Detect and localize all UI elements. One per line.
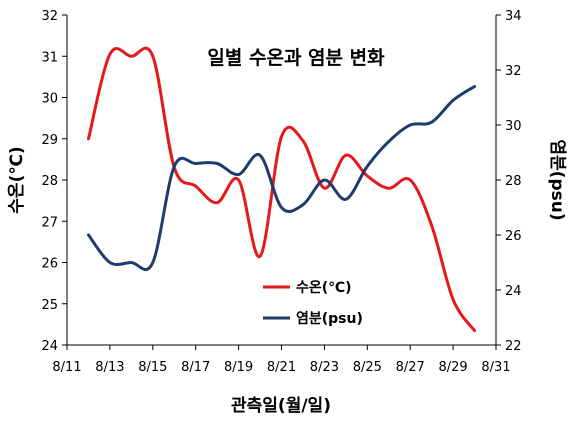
x-axis-label: 관측일(월/일): [231, 396, 331, 416]
left-y-ticks: 24 25 26 27 28 29 30 31 32: [41, 9, 67, 354]
legend-label-water-temp: 수온(℃): [296, 280, 352, 296]
left-y-tick-label: 30: [41, 92, 58, 107]
legend-label-salinity: 염분(psu): [296, 311, 363, 327]
legend: 수온(℃) 염분(psu): [263, 280, 363, 327]
right-y-tick-label: 30: [505, 119, 522, 134]
left-y-tick-label: 24: [41, 339, 58, 354]
x-tick-label: 8/13: [95, 360, 124, 375]
x-tick-label: 8/29: [438, 360, 467, 375]
left-y-tick-label: 28: [41, 174, 58, 189]
left-y-tick-label: 31: [41, 50, 58, 65]
x-ticks: 8/11 8/13 8/15 8/17 8/19 8/21 8/23 8/25 8/27 8/29…: [52, 345, 511, 375]
x-tick-label: 8/21: [267, 360, 296, 375]
salinity-line: [87, 85, 476, 272]
x-tick-label: 8/23: [310, 360, 339, 375]
chart-title: 일별 수온과 염분 변화: [207, 47, 385, 69]
right-y-axis-label: 염분(psu): [547, 139, 567, 220]
x-tick-label: 8/11: [52, 360, 81, 375]
x-tick-label: 8/17: [181, 360, 210, 375]
water-temp-line: [87, 46, 476, 333]
left-y-tick-label: 26: [41, 257, 58, 272]
right-y-tick-label: 22: [505, 339, 522, 354]
x-tick-label: 8/27: [396, 360, 425, 375]
right-y-tick-label: 34: [505, 9, 522, 24]
x-tick-label: 8/15: [138, 360, 167, 375]
series-layer: [87, 46, 476, 333]
x-tick-label: 8/19: [224, 360, 253, 375]
x-tick-label: 8/25: [353, 360, 382, 375]
right-y-tick-label: 24: [505, 284, 522, 299]
left-y-tick-label: 32: [41, 9, 58, 24]
left-y-tick-label: 27: [41, 215, 58, 230]
right-y-ticks: 22 24 26 28 30 32 34: [496, 9, 522, 354]
left-y-tick-label: 29: [41, 133, 58, 148]
left-y-tick-label: 25: [41, 298, 58, 313]
x-tick-label: 8/31: [481, 360, 510, 375]
left-y-axis-label: 수온(℃): [7, 146, 27, 213]
right-y-tick-label: 32: [505, 64, 522, 79]
right-y-tick-label: 28: [505, 174, 522, 189]
right-y-tick-label: 26: [505, 229, 522, 244]
